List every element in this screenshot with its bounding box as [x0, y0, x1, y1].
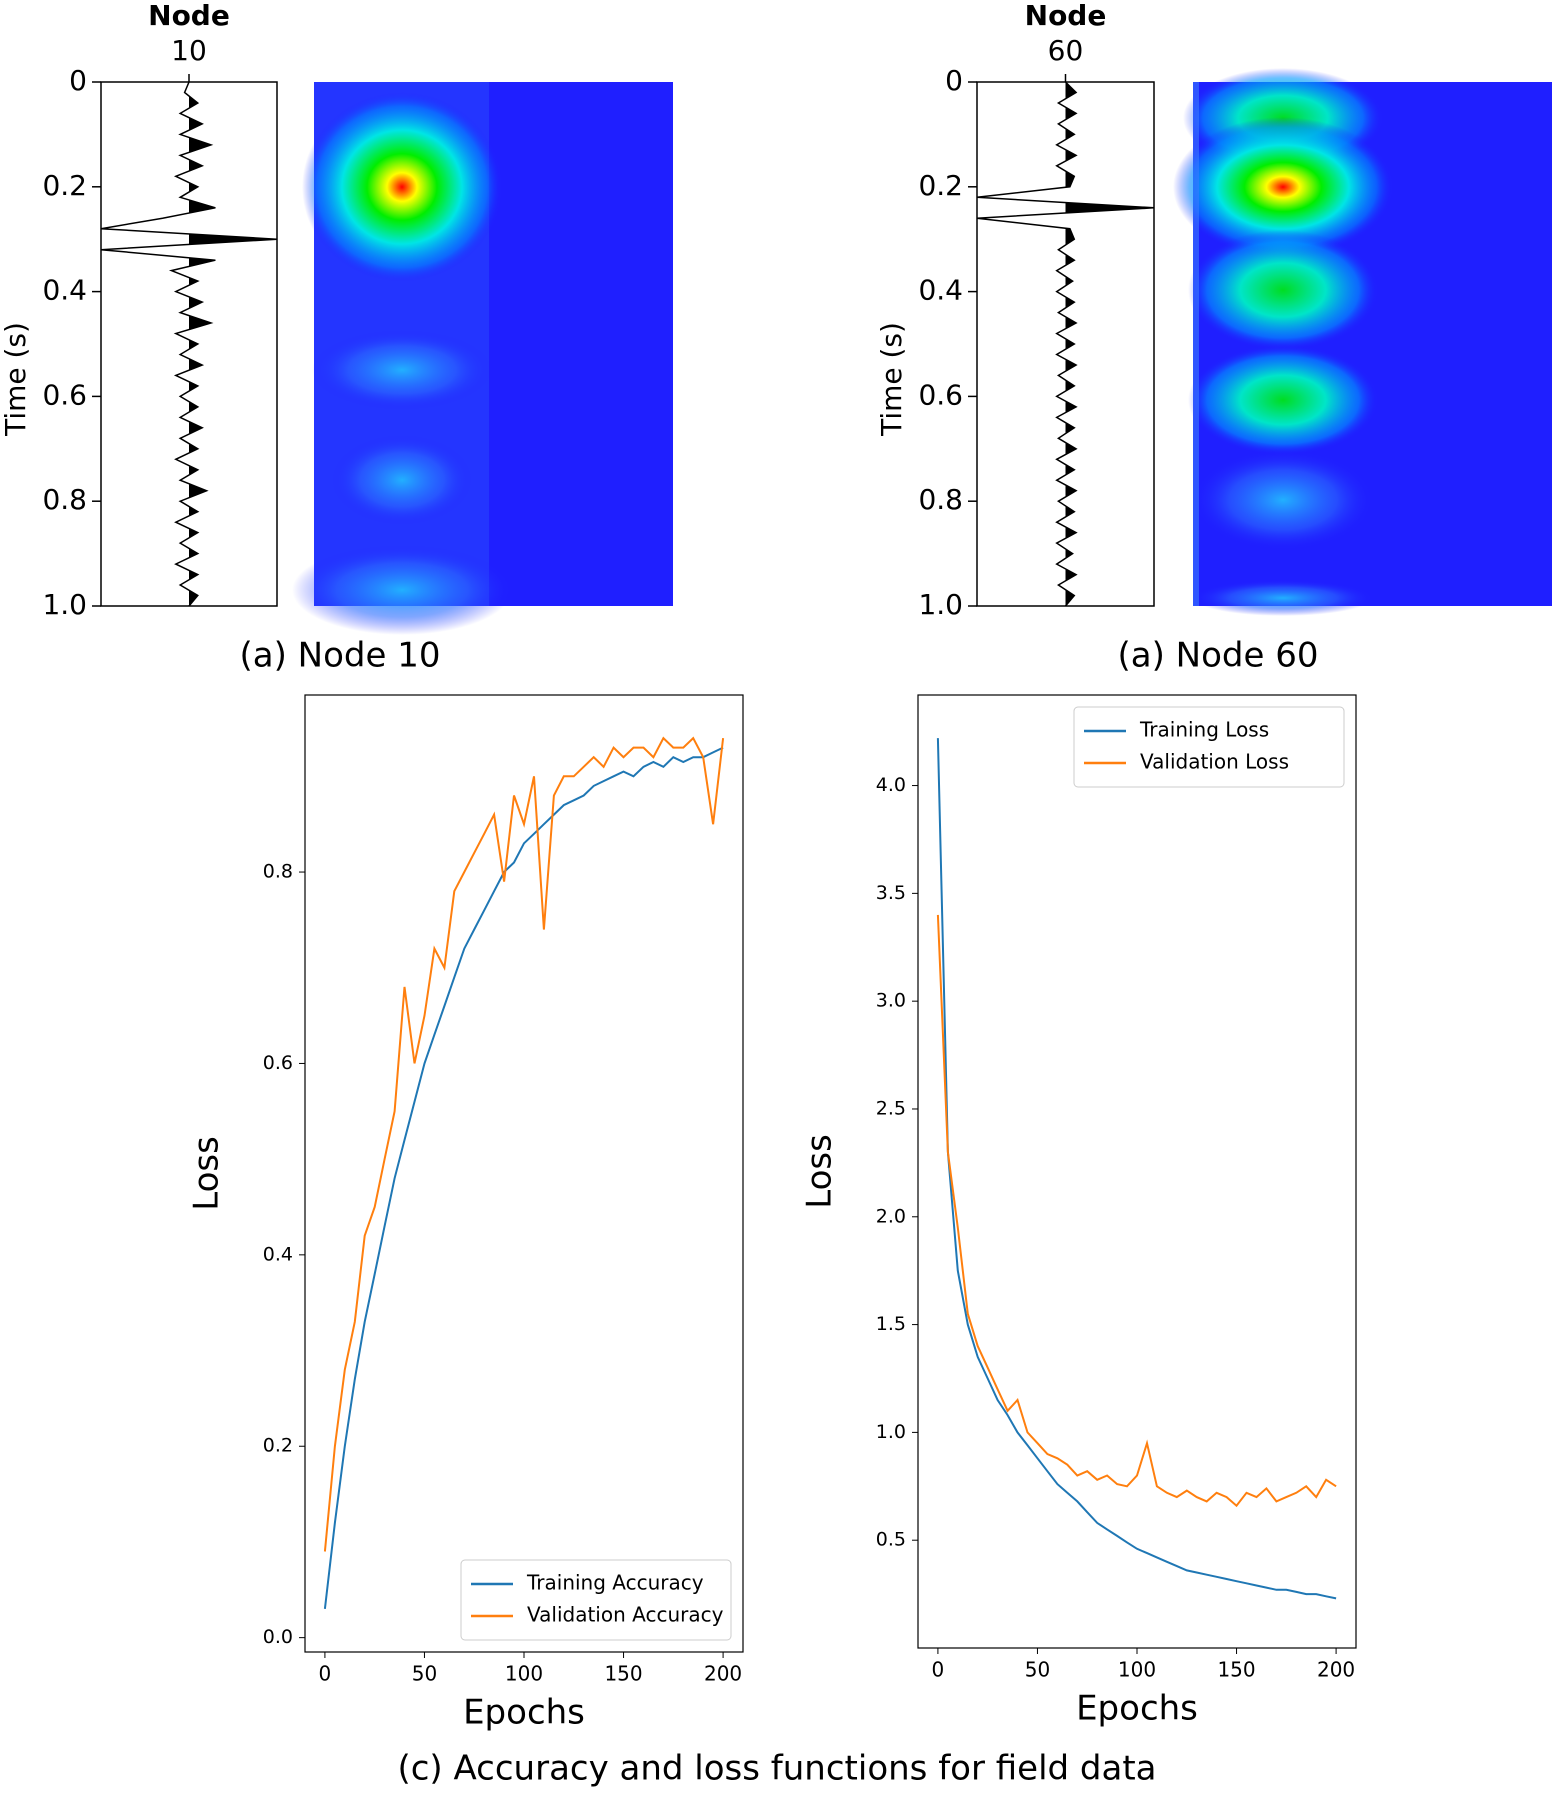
- series-line: [323, 746, 724, 1610]
- axes-frame: [304, 694, 744, 1653]
- x-tick-label: 50: [412, 1662, 437, 1686]
- y-tick-label: 0: [69, 64, 87, 97]
- y-tick-label: 4.0: [876, 774, 906, 796]
- y-tick-label: 0.5: [876, 1529, 906, 1551]
- y-axis-label: Loss: [187, 1136, 227, 1211]
- trace-line: [100, 81, 278, 607]
- trace-label: 60: [1048, 34, 1084, 67]
- x-tick-label: 200: [1317, 1658, 1355, 1682]
- y-tick-label: 2.5: [876, 1097, 906, 1119]
- heatmap: [292, 82, 673, 635]
- y-tick-label: 0.8: [263, 861, 293, 883]
- axes-frame: [100, 81, 278, 607]
- trace-title: Node: [148, 0, 230, 32]
- trace-title: Node: [1025, 0, 1107, 32]
- panel-caption: (a) Node 10: [240, 636, 441, 676]
- x-tick-label: 200: [704, 1662, 742, 1686]
- y-tick-label: 0.8: [918, 483, 963, 516]
- x-axis-label: Epochs: [463, 1693, 585, 1733]
- x-tick-label: 150: [1217, 1658, 1255, 1682]
- y-tick-label: 0.2: [918, 169, 963, 202]
- legend-box: [1073, 706, 1345, 788]
- series-line: [323, 736, 725, 1552]
- x-tick-label: 0: [932, 1658, 945, 1682]
- legend-label: Validation Loss: [1140, 750, 1289, 774]
- legend-label: Training Accuracy: [526, 1571, 704, 1595]
- legend-label: Validation Accuracy: [527, 1603, 724, 1627]
- y-tick-label: 0: [945, 64, 963, 97]
- y-tick-label: 0.6: [918, 378, 963, 411]
- series-line: [936, 914, 1337, 1508]
- y-tick-label: 0.4: [263, 1243, 293, 1265]
- y-axis-label: Loss: [800, 1134, 840, 1209]
- y-tick-label: 0.4: [42, 274, 87, 307]
- panel-caption: (a) Node 60: [1118, 636, 1319, 676]
- heatmap: [1173, 68, 1552, 616]
- y-tick-label: 0.0: [263, 1626, 293, 1648]
- trace-line: [976, 81, 1155, 607]
- x-tick-label: 0: [319, 1662, 332, 1686]
- x-tick-label: 100: [1118, 1658, 1156, 1682]
- y-tick-label: 0.6: [263, 1052, 293, 1074]
- y-tick-label: 0.2: [42, 169, 87, 202]
- axes-frame: [917, 694, 1357, 1649]
- x-tick-label: 150: [604, 1662, 642, 1686]
- y-tick-label: 1.0: [42, 588, 87, 621]
- y-tick-label: 3.5: [876, 882, 906, 904]
- y-tick-label: 0.2: [263, 1435, 293, 1457]
- y-axis-label: Time (s): [0, 322, 32, 437]
- x-tick-label: 100: [505, 1662, 543, 1686]
- y-tick-label: 0.4: [918, 274, 963, 307]
- axes-frame: [976, 81, 1155, 607]
- y-tick-label: 2.0: [876, 1205, 906, 1227]
- y-tick-label: 1.0: [876, 1421, 906, 1443]
- x-axis-label: Epochs: [1076, 1689, 1198, 1729]
- y-tick-label: 1.5: [876, 1313, 906, 1335]
- legend-box: [460, 1559, 732, 1641]
- y-tick-label: 3.0: [876, 990, 906, 1012]
- y-axis-label: Time (s): [875, 322, 908, 437]
- legend-label: Training Loss: [1139, 718, 1269, 742]
- y-tick-label: 0.6: [42, 378, 87, 411]
- series-line: [936, 738, 1337, 1600]
- trace-label: 10: [171, 34, 207, 67]
- y-tick-label: 0.8: [42, 483, 87, 516]
- y-tick-label: 1.0: [918, 588, 963, 621]
- figure-caption: (c) Accuracy and loss functions for fiel…: [397, 1749, 1156, 1789]
- x-tick-label: 50: [1025, 1658, 1050, 1682]
- trace-fill: [189, 82, 277, 606]
